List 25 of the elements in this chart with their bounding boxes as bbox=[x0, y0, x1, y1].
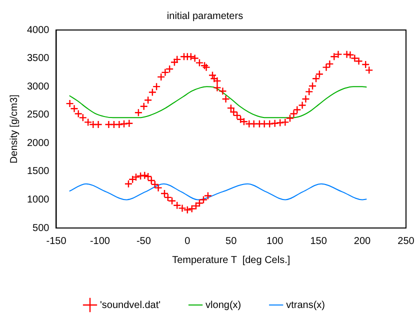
x-tick-label: 50 bbox=[226, 236, 238, 247]
legend-label: vtrans(x) bbox=[286, 300, 326, 311]
y-tick-label: 1000 bbox=[26, 194, 50, 206]
x-tick-label: 0 bbox=[184, 236, 191, 247]
x-tick-label: 250 bbox=[398, 236, 415, 247]
x-tick-label: 150 bbox=[310, 236, 328, 247]
y-tick-label: 500 bbox=[32, 222, 50, 234]
y-tick-label: 2500 bbox=[26, 110, 50, 121]
x-tick-label: -150 bbox=[46, 236, 67, 247]
x-tick-label: -50 bbox=[136, 236, 152, 247]
x-axis-title: Temperature T [deg Cels.] bbox=[172, 254, 290, 266]
x-tick-label: 200 bbox=[354, 236, 372, 247]
y-tick-label: 3500 bbox=[26, 53, 50, 64]
x-tick-label: -100 bbox=[90, 236, 110, 247]
x-tick-label: 100 bbox=[266, 236, 284, 247]
y-tick-label: 2000 bbox=[26, 138, 50, 149]
y-tick-label: 4000 bbox=[26, 24, 50, 36]
line-series bbox=[68, 183, 368, 200]
chart-title: initial parameters bbox=[166, 10, 244, 22]
y-tick-label: 1500 bbox=[26, 166, 50, 178]
legend-label: 'soundvel.dat' bbox=[100, 300, 161, 311]
line-series bbox=[68, 86, 368, 118]
y-tick-label: 3000 bbox=[26, 81, 50, 92]
y-axis-title: Density [g/cm3] bbox=[8, 94, 20, 164]
legend-label: vlong(x) bbox=[206, 300, 242, 311]
